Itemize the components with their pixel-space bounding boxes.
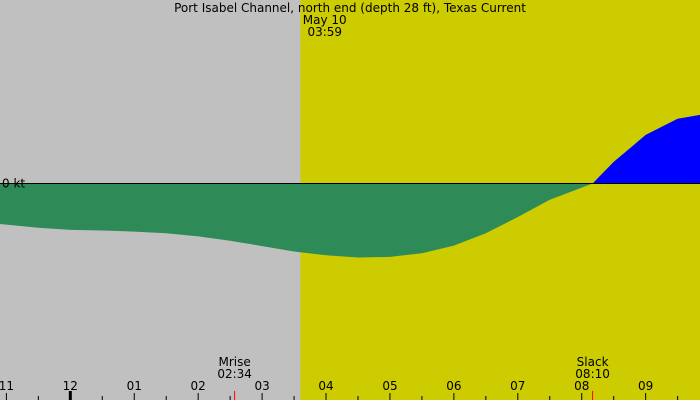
event-time: 02:34	[217, 367, 252, 381]
x-tick-label: 09	[638, 379, 653, 393]
x-tick-label: 11	[0, 379, 14, 393]
event-label: Slack	[577, 355, 609, 369]
current-curve	[0, 114, 700, 258]
top-label-date: May 10	[303, 13, 347, 27]
flood-area	[592, 114, 700, 184]
top-label-time: 03:59	[307, 25, 342, 39]
x-axis: 111201020304050607080910	[0, 379, 679, 400]
zero-axis-label: 0 kt	[2, 177, 25, 191]
x-tick-label: 12	[63, 379, 78, 393]
x-tick-label: 06	[446, 379, 461, 393]
x-tick-label: 03	[254, 379, 269, 393]
event-label: Mrise	[218, 355, 250, 369]
chart-title: Port Isabel Channel, north end (depth 28…	[174, 1, 526, 15]
x-tick-label: 07	[510, 379, 525, 393]
x-tick-label: 04	[318, 379, 333, 393]
x-tick-label: 08	[574, 379, 589, 393]
event-time: 08:10	[575, 367, 610, 381]
x-tick-label: 02	[191, 379, 206, 393]
x-tick-label: 05	[382, 379, 397, 393]
ebb-area	[0, 183, 593, 258]
x-tick-label: 01	[127, 379, 142, 393]
